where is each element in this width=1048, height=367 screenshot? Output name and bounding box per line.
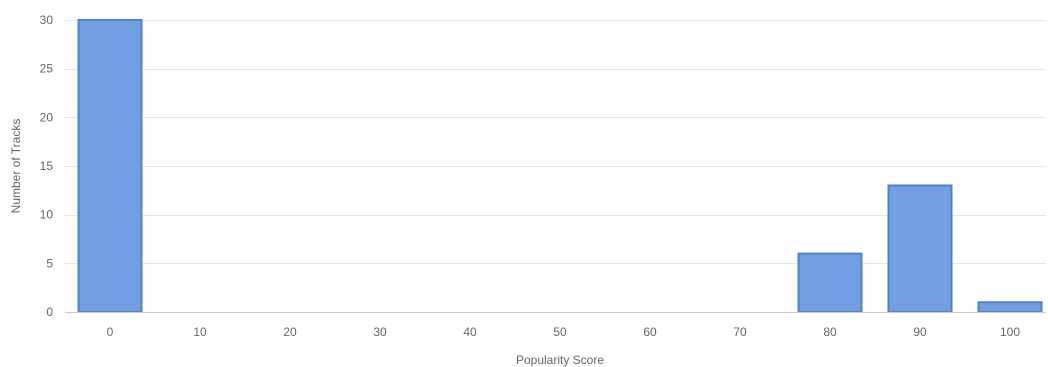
x-tick-label: 70 [733, 325, 747, 339]
x-tick-label: 80 [823, 325, 837, 339]
bar [977, 301, 1043, 313]
x-tick-label: 10 [193, 325, 207, 339]
y-tick-label: 0 [46, 305, 53, 319]
bar [887, 184, 953, 313]
x-axis-title: Popularity Score [516, 353, 604, 367]
x-tick-label: 100 [1000, 325, 1020, 339]
x-tick-label: 30 [373, 325, 387, 339]
y-tick-label: 5 [46, 256, 53, 270]
y-tick-label: 25 [40, 62, 54, 76]
x-tick-label: 40 [463, 325, 477, 339]
bar [797, 252, 863, 314]
bar-series [77, 19, 1043, 314]
y-tick-label: 10 [40, 208, 54, 222]
y-tick-label: 20 [40, 110, 54, 124]
y-tick-label: 30 [40, 13, 54, 27]
y-axis-ticks: 0 5 10 15 20 25 30 [40, 13, 54, 319]
y-tick-label: 15 [40, 159, 54, 173]
x-tick-label: 50 [553, 325, 567, 339]
gridlines [65, 20, 1046, 264]
y-axis-title: Number of Tracks [9, 119, 23, 214]
x-tick-label: 90 [913, 325, 927, 339]
x-axis-ticks: 0 10 20 30 40 50 60 70 80 90 100 [107, 325, 1021, 339]
x-tick-label: 0 [107, 325, 114, 339]
bar [77, 19, 143, 313]
x-tick-label: 60 [643, 325, 657, 339]
x-tick-label: 20 [283, 325, 297, 339]
